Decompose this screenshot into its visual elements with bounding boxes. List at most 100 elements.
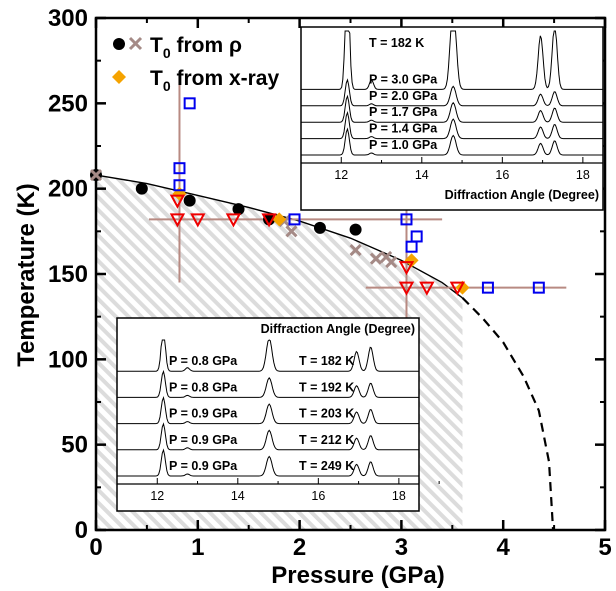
y-axis-label: Temperature (K) [13, 183, 40, 367]
data-point-square [400, 213, 413, 226]
data-point-square [183, 97, 196, 110]
data-point-circle [135, 182, 148, 195]
cross-stroke [89, 168, 103, 182]
inset-right-label: T = 203 K [299, 407, 354, 421]
inset-right-label: T = 249 K [299, 459, 354, 473]
data-point-triangle [449, 281, 466, 296]
data-points [89, 97, 545, 296]
inset-trace [117, 396, 419, 425]
y-tick-label: 100 [48, 346, 88, 373]
legend-label-rho: T0 from ρ [150, 34, 242, 61]
inset-trace [117, 369, 419, 398]
inset-tick-label: 14 [231, 489, 245, 503]
inset-x-label: Diffraction Angle (Degree) [445, 188, 599, 202]
inset-trace [301, 111, 603, 140]
data-point-triangle [169, 194, 186, 209]
inset-left-label: P = 0.8 GPa [169, 380, 238, 394]
inset-trace-label: P = 1.7 GPa [369, 105, 438, 119]
data-point-circle [313, 221, 326, 234]
data-point-cross [349, 244, 362, 257]
x-tick-label: 5 [598, 534, 611, 561]
data-point-square [532, 281, 545, 294]
inset-bottom-left: 12 14 16 18 Diffraction Angle (Degree) P = 0.… [116, 317, 440, 512]
inset-x-label: Diffraction Angle (Degree) [261, 322, 415, 336]
x-tick-label: 2 [293, 534, 306, 561]
inset-trace [117, 422, 419, 451]
legend-circle-marker [113, 38, 125, 50]
data-point-circle [349, 223, 362, 236]
legend-cross-marker [128, 36, 143, 51]
inset-tick-label: 18 [392, 489, 406, 503]
cross-stroke [285, 225, 298, 238]
inset-left-label: P = 0.9 GPa [169, 433, 238, 447]
inset-trace-label: P = 3.0 GPa [369, 72, 438, 86]
data-point-cross [285, 225, 298, 238]
data-point-cross [369, 252, 383, 265]
y-tick-label: 150 [48, 261, 88, 288]
cross-stroke [380, 250, 393, 263]
inset-tick-label: 12 [334, 168, 348, 182]
inset-right-label: T = 182 K [299, 354, 354, 368]
data-point-circle [263, 213, 276, 226]
data-point-circle [183, 194, 196, 207]
x-tick-label: 1 [191, 534, 204, 561]
data-point-square [173, 179, 186, 192]
inset-left-label: P = 0.8 GPa [169, 354, 238, 368]
x-axis-label: Pressure (GPa) [271, 562, 444, 589]
data-point-triangle [169, 213, 186, 228]
inset-tick-label: 18 [576, 168, 590, 182]
x-tick-label: 0 [89, 534, 102, 561]
inset-left-label: P = 0.9 GPa [169, 459, 238, 473]
data-point-triangle [398, 281, 415, 296]
data-point-cross [385, 255, 398, 269]
legend: T0 from ρ T0 from x-ray [112, 34, 279, 94]
y-tick-label: 200 [48, 176, 88, 203]
inset-header-label: T = 182 K [369, 36, 424, 50]
data-point-cross [89, 168, 103, 182]
data-point-triangle [398, 261, 415, 276]
data-point-circle [232, 203, 245, 216]
inset-trace-label: P = 1.0 GPa [369, 138, 438, 152]
data-point-triangle [225, 213, 242, 228]
cross-stroke [385, 255, 398, 269]
inset-trace [301, 30, 603, 90]
x-tick-label: 4 [497, 534, 511, 561]
inset-right-label: T = 212 K [299, 433, 354, 447]
inset-trace [301, 78, 603, 107]
data-point-square [288, 213, 301, 226]
data-point-triangle [419, 281, 435, 296]
data-point-diamond [404, 253, 419, 268]
inset-right-label: T = 192 K [299, 380, 354, 394]
boundary-curve-dashed [461, 297, 555, 530]
inset-trace [301, 127, 603, 156]
cross-stroke [369, 252, 383, 265]
cross-stroke [349, 244, 362, 257]
inset-frame [116, 317, 420, 512]
inset-trace [117, 448, 419, 477]
data-point-square [481, 281, 494, 294]
y-tick-label: 250 [48, 90, 88, 117]
data-point-triangle [261, 213, 277, 228]
data-point-square [410, 230, 423, 243]
inset-trace [301, 94, 603, 123]
data-point-triangle [190, 213, 206, 228]
inset-tick-label: 14 [415, 168, 429, 182]
y-tick-label: 0 [75, 517, 88, 544]
inset-trace-label: P = 1.4 GPa [369, 122, 438, 136]
inset-top-right: 12 14 16 18 Diffraction Angle (Degree) P = 3.… [300, 26, 604, 211]
inset-tick-label: 12 [150, 489, 164, 503]
data-point-square [173, 162, 186, 175]
y-tick-label: 50 [61, 432, 88, 459]
inset-left-label: P = 0.9 GPa [169, 407, 238, 421]
legend-diamond-marker [112, 70, 126, 84]
inset-trace-label: P = 2.0 GPa [369, 89, 438, 103]
y-tick-label: 300 [48, 5, 88, 32]
x-tick-label: 3 [395, 534, 408, 561]
inset-tick-label: 16 [311, 489, 325, 503]
data-point-square [405, 240, 418, 253]
data-point-diamond [272, 212, 287, 227]
legend-label-xray: T0 from x-ray [150, 67, 279, 94]
inset-trace [117, 339, 419, 372]
